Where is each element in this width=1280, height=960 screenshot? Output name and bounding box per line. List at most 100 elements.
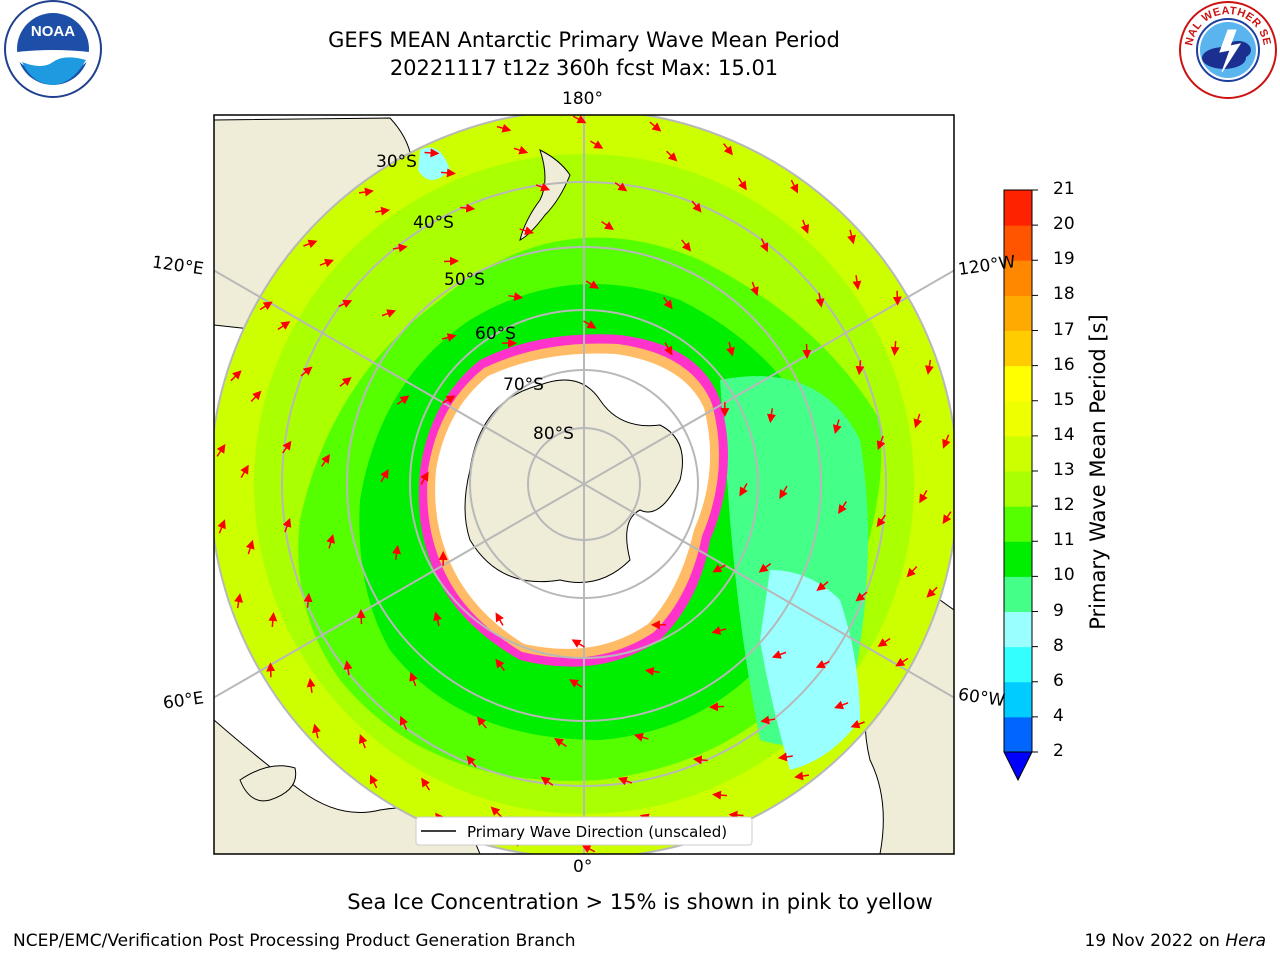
- wave-arrow: [759, 238, 769, 253]
- wave-arrow: [779, 485, 788, 500]
- colorbar-tick-label: 6: [1053, 670, 1064, 691]
- wave-arrow: [312, 723, 321, 739]
- wave-arrow: [476, 716, 487, 729]
- map-legend: Primary Wave Direction (unscaled): [415, 816, 753, 846]
- wave-arrow: [306, 677, 316, 693]
- wave-arrow: [581, 844, 596, 853]
- wave-arrow: [926, 586, 938, 598]
- colorbar-segment: [1004, 190, 1032, 226]
- lat-label-30s: 30°S: [376, 152, 417, 172]
- wave-arrow: [758, 563, 772, 573]
- wave-arrow: [850, 719, 865, 729]
- wave-arrow: [691, 200, 702, 213]
- wave-arrow: [495, 658, 505, 672]
- wave-arrow: [890, 340, 900, 356]
- colorbar-tick-label: 16: [1053, 354, 1075, 375]
- wave-arrow: [399, 715, 409, 730]
- lat-label-70s: 70°S: [503, 375, 544, 395]
- wave-arrow: [535, 182, 551, 192]
- wave-arrow: [794, 771, 810, 781]
- wave-arrow: [216, 443, 226, 457]
- wave-arrow: [663, 296, 673, 310]
- wave-arrow: [942, 511, 952, 525]
- wave-arrow: [409, 671, 418, 687]
- colorbar-tick-label: 9: [1053, 600, 1064, 621]
- wave-arrow: [737, 177, 747, 191]
- wave-arrow: [326, 533, 336, 549]
- wave-arrow: [230, 370, 242, 382]
- wave-arrow: [614, 182, 628, 192]
- wave-arrow: [440, 168, 456, 178]
- wave-arrow: [303, 592, 313, 608]
- map-subtitle: 20221117 t12z 360h fcst Max: 15.01: [389, 56, 779, 80]
- colorbar-tick-label: 11: [1053, 530, 1075, 551]
- wave-arrow: [649, 121, 662, 132]
- colorbar-segment: [1004, 330, 1032, 367]
- colorbar-under-extension: [1003, 751, 1033, 782]
- colorbar-tick-label: 10: [1053, 565, 1075, 586]
- svg-text:Primary Wave Direction (unscal: Primary Wave Direction (unscaled): [467, 823, 727, 841]
- wave-arrow: [681, 239, 692, 252]
- colorbar-segment: [1004, 611, 1032, 648]
- wave-arrow: [800, 219, 810, 234]
- colorbar-segment: [1004, 400, 1032, 437]
- map-title: GEFS MEAN Antarctic Primary Wave Mean Pe…: [328, 28, 840, 52]
- wave-arrow: [692, 755, 708, 765]
- wave-arrow: [590, 140, 604, 149]
- wave-arrow: [739, 483, 748, 497]
- wave-arrow: [392, 243, 408, 253]
- colorbar-tick-label: 21: [1053, 179, 1075, 199]
- wave-arrow: [712, 564, 726, 573]
- wave-arrow: [358, 187, 374, 197]
- wave-arrow: [319, 258, 334, 268]
- noaa-logo-icon: NOAA: [4, 0, 102, 98]
- wave-arrow: [617, 776, 633, 786]
- colorbar-segment: [1004, 506, 1032, 542]
- colorbar-segment: [1004, 471, 1032, 507]
- colorbar-segment: [1004, 681, 1032, 718]
- wave-arrow: [838, 501, 847, 515]
- wave-arrow: [250, 390, 262, 402]
- wave-arrow: [712, 790, 728, 800]
- wave-arrow: [855, 591, 868, 602]
- colorbar: [1003, 189, 1038, 782]
- wave-arrow: [234, 593, 244, 609]
- wave-arrow: [832, 419, 842, 435]
- colorbar-segment: [1004, 365, 1032, 402]
- wave-arrow: [217, 519, 226, 534]
- wave-arrow: [666, 150, 678, 162]
- wave-arrow: [421, 777, 431, 791]
- wave-arrow: [245, 539, 255, 555]
- wave-arrow: [876, 435, 886, 451]
- wave-arrow: [508, 292, 524, 302]
- wave-arrow: [540, 776, 554, 786]
- colorbar-tick-label: 13: [1053, 460, 1075, 480]
- wave-arrow: [277, 321, 291, 331]
- wave-arrow: [760, 715, 776, 725]
- land-madagascar: [239, 765, 297, 802]
- wave-arrow: [460, 203, 476, 213]
- wave-arrow: [420, 471, 429, 485]
- colorbar-tick-label: 18: [1053, 284, 1075, 305]
- colorbar-segment: [1004, 435, 1032, 472]
- colorbar-tick-label: 4: [1053, 705, 1064, 726]
- sea-ice-caption: Sea Ice Concentration > 15% is shown in …: [347, 890, 933, 914]
- wave-arrow: [633, 732, 649, 742]
- colorbar-segment: [1004, 716, 1032, 753]
- wave-arrow: [441, 333, 457, 342]
- wave-arrow: [834, 700, 849, 710]
- colorbar-tick-label: 2: [1053, 741, 1064, 761]
- colorbar-segment: [1004, 225, 1032, 261]
- wave-arrow: [855, 360, 865, 376]
- wave-arrow: [571, 639, 585, 648]
- lat-label-40s: 40°S: [413, 213, 454, 233]
- land-antarctica: [464, 379, 683, 583]
- wave-arrow: [644, 666, 660, 676]
- wave-arrow: [895, 657, 909, 667]
- wave-arrow: [343, 660, 353, 676]
- wave-arrow: [268, 612, 278, 628]
- wave-arrow: [519, 226, 535, 236]
- wave-arrow: [711, 626, 727, 635]
- wave-arrow: [466, 755, 477, 768]
